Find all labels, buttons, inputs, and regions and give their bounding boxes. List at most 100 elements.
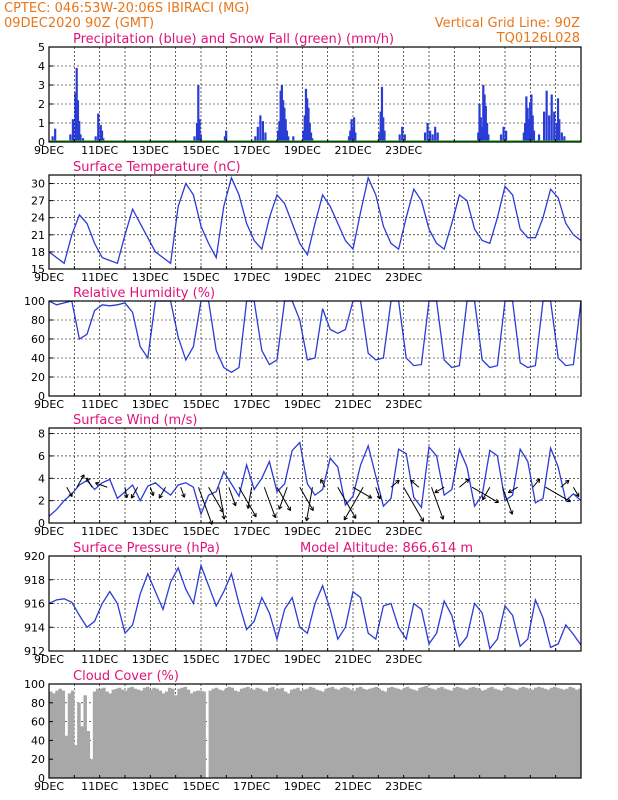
wind-vector bbox=[238, 486, 257, 518]
panel-6 bbox=[48, 683, 582, 779]
cloud-bar bbox=[365, 689, 369, 778]
cloud-bar bbox=[283, 691, 288, 778]
x-tick-label: 11DEC bbox=[81, 144, 118, 157]
cloud-bar bbox=[318, 690, 322, 778]
precip-bar bbox=[479, 117, 482, 142]
panel-title: Precipitation (blue) and Snow Fall (gree… bbox=[73, 32, 394, 47]
x-tick-label: 13DEC bbox=[132, 144, 169, 157]
cloud-bar bbox=[537, 686, 541, 778]
header-station: CPTEC: 046:53W-20:06S IBIRACI (MG) bbox=[4, 1, 250, 16]
cloud-bar bbox=[149, 689, 153, 778]
series-line bbox=[48, 175, 582, 265]
wind-vector-head bbox=[278, 505, 283, 510]
cloud-bar bbox=[243, 687, 247, 778]
cloud-bar bbox=[311, 687, 316, 778]
cloud-bar bbox=[255, 687, 260, 778]
wind-vector-head bbox=[564, 479, 570, 485]
panel-frame bbox=[48, 683, 582, 779]
y-tick-label: 27 bbox=[31, 195, 45, 208]
cloud-bar bbox=[493, 688, 497, 778]
cloud-bar bbox=[52, 693, 56, 778]
cloud-bar bbox=[293, 688, 297, 778]
y-tick-label: 2 bbox=[38, 98, 45, 111]
cloud-bar bbox=[437, 687, 441, 778]
y-tick-label: 0 bbox=[38, 390, 45, 403]
cloud-bar bbox=[246, 686, 250, 778]
cloud-bar bbox=[183, 686, 188, 778]
wind-vector bbox=[278, 487, 288, 510]
x-tick-label: 9DEC bbox=[34, 144, 64, 157]
precip-bar bbox=[308, 123, 311, 142]
cloud-bar bbox=[233, 690, 238, 778]
precip-bar bbox=[256, 126, 259, 142]
precip-bar bbox=[524, 123, 527, 142]
cloud-bar bbox=[127, 687, 131, 778]
precip-bar bbox=[353, 117, 356, 142]
cloud-bar bbox=[274, 689, 278, 778]
precip-bar bbox=[484, 105, 487, 142]
precip-bar bbox=[478, 104, 481, 142]
cloud-bar bbox=[102, 687, 106, 778]
header-model: TQ0126L028 bbox=[496, 31, 580, 46]
precip-bar bbox=[543, 111, 546, 142]
precip-bar bbox=[280, 85, 283, 142]
wind-vector-head bbox=[434, 488, 439, 494]
precip-bar bbox=[193, 136, 196, 142]
x-tick-label: 17DEC bbox=[233, 525, 270, 538]
cloud-bar bbox=[77, 702, 81, 778]
header-grid-line: Vertical Grid Line: 90Z bbox=[435, 16, 580, 31]
precip-bar bbox=[278, 121, 281, 142]
cloud-bar bbox=[562, 689, 566, 778]
x-tick-label: 19DEC bbox=[284, 271, 321, 284]
cloud-bar bbox=[468, 687, 472, 778]
precip-bar bbox=[264, 132, 267, 142]
cloud-bar bbox=[483, 689, 488, 778]
x-tick-label: 23DEC bbox=[385, 525, 422, 538]
y-tick-label: 0 bbox=[38, 136, 45, 149]
wind-vector-head bbox=[494, 498, 499, 504]
wind-vector bbox=[306, 487, 313, 522]
cloud-bar bbox=[424, 685, 429, 778]
cloud-bar bbox=[443, 688, 447, 778]
cloud-bar bbox=[559, 688, 563, 778]
cloud-bar bbox=[418, 687, 422, 778]
precip-bar bbox=[527, 119, 530, 142]
precip-bar bbox=[223, 136, 226, 142]
cloud-bar bbox=[308, 686, 313, 778]
precip-bar bbox=[398, 134, 401, 142]
panel-frame bbox=[48, 427, 582, 524]
x-tick-label: 15DEC bbox=[182, 271, 219, 284]
x-tick-label: 21DEC bbox=[334, 780, 371, 793]
precip-bar bbox=[379, 111, 382, 142]
x-tick-label: 15DEC bbox=[182, 780, 219, 793]
wind-vector-head bbox=[535, 478, 541, 483]
y-tick-label: 20 bbox=[31, 753, 45, 766]
cloud-bar bbox=[92, 691, 97, 778]
precip-bar bbox=[351, 126, 354, 142]
panel-3 bbox=[48, 300, 582, 397]
cloud-bar bbox=[343, 686, 347, 778]
precip-bar bbox=[423, 132, 427, 142]
cloud-bar bbox=[155, 688, 159, 778]
precip-bar bbox=[545, 90, 548, 142]
precip-bar bbox=[526, 107, 529, 142]
x-tick-label: 23DEC bbox=[385, 398, 422, 411]
wind-vector bbox=[124, 487, 128, 498]
cloud-bar bbox=[358, 686, 363, 778]
wind-vector-head bbox=[352, 514, 357, 519]
precip-bar bbox=[311, 138, 314, 142]
precip-bar bbox=[69, 134, 72, 142]
cloud-bar bbox=[124, 690, 128, 778]
cloud-bar bbox=[152, 687, 156, 778]
cloud-bar bbox=[158, 690, 163, 778]
wind-vector bbox=[434, 486, 445, 494]
precip-bar bbox=[54, 128, 57, 142]
cloud-bar bbox=[108, 693, 112, 778]
precip-bar bbox=[304, 88, 308, 142]
precip-bar bbox=[382, 117, 385, 142]
cloud-bar bbox=[327, 687, 332, 778]
precip-bar bbox=[548, 115, 551, 142]
precip-bar bbox=[309, 132, 313, 142]
cloud-bar bbox=[208, 690, 213, 778]
precip-bar bbox=[403, 134, 406, 142]
